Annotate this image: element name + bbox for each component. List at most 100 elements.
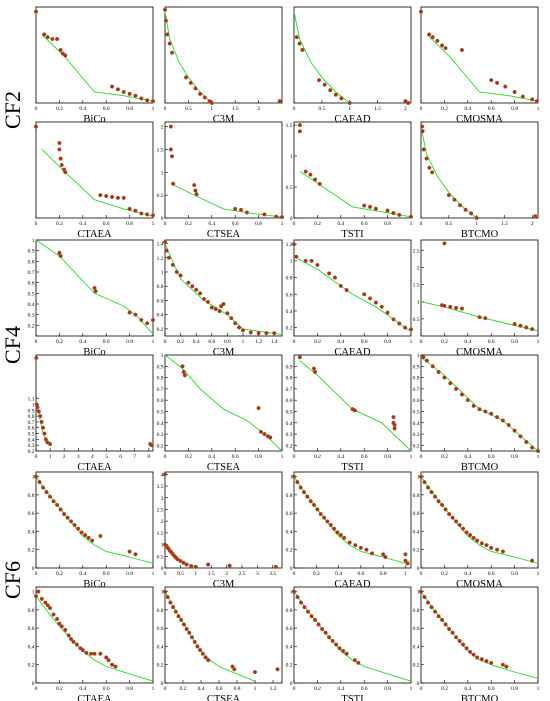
y-tick-label: 0.9 [28,249,35,255]
x-tick-label: 0.6 [488,571,495,577]
solution-point [244,210,249,215]
solution-point [83,533,88,538]
y-tick-label: 0.3 [157,432,164,438]
solution-point [182,373,187,378]
solution-point [442,375,447,380]
solution-point [40,485,46,490]
solution-point [373,300,378,305]
solution-point [294,254,299,259]
solution-point [461,526,466,531]
x-tick-label: 0.6 [208,339,215,345]
solution-point [320,627,325,632]
panel-frame [293,239,412,337]
solution-point [110,662,115,667]
x-tick-label: 0.6 [488,454,495,460]
solution-point [62,512,67,517]
panel-frame [164,6,283,104]
solution-point [332,526,337,531]
solution-point [504,664,509,669]
solution-point [162,7,168,12]
solution-point [403,552,408,557]
solution-point [279,215,285,220]
solution-point [344,288,349,293]
x-tick-label: 0.6 [103,339,110,345]
solution-point [512,428,517,433]
x-tick-label: 1 [281,221,284,227]
solution-point [256,406,261,411]
y-tick-label: 0 [417,681,420,687]
solution-point [35,405,40,410]
solution-point [436,614,441,619]
solution-point [518,323,523,328]
solution-point [63,170,68,175]
solution-point [344,651,349,656]
x-tick-label: 1 [49,454,52,460]
y-tick-label: 0.8 [286,608,293,614]
solution-point [459,306,465,311]
solution-point [318,512,323,517]
solution-point [164,248,169,253]
solution-point [353,543,358,548]
solution-point [38,414,43,419]
y-tick-label: 0.2 [157,443,164,449]
x-tick-label: 1 [537,454,540,460]
solution-point [300,47,305,53]
solution-point [442,241,447,246]
y-tick-label: 2 [417,265,420,271]
solution-point [436,499,441,504]
x-tick-label: 1.2 [255,339,262,345]
solution-point [225,311,230,316]
solution-point [461,642,466,647]
panel-title: C3M [213,579,235,590]
x-tick-label: 0.4 [198,686,205,692]
solution-point [145,212,150,217]
y-tick-label: 0.2 [413,663,420,669]
solution-point [500,418,505,423]
panel-title: TSTI [341,462,364,473]
panel-5: 0 0.2 0.4 0.6 0.8 1 0 0.5 1 1.5 2 CTSEA [157,121,285,240]
solution-point [489,660,494,665]
solution-point [483,409,488,414]
solution-point [277,99,282,104]
x-tick-label: 0.8 [126,106,133,112]
solution-point [425,485,431,490]
y-tick-label: 0.6 [157,626,164,632]
panel-title: CTSEA [207,462,241,473]
solution-point [57,147,62,152]
y-tick-label: 0.5 [28,432,35,438]
solution-point [171,605,176,610]
solution-point [291,474,297,479]
x-tick-label: 0.4 [464,339,471,345]
y-tick-label: 0.3 [28,313,35,319]
x-tick-label: 0.4 [337,221,344,227]
panel-frame [164,354,283,452]
panel-20: 0 0.2 0.4 0.6 0.8 1 0 0.2 0.4 0.6 0.8 1 CTAEA [28,586,155,701]
solution-point [298,485,303,490]
y-tick-label: 0 [290,566,293,572]
x-tick-label: 0 [164,571,167,577]
y-tick-label: 0.6 [286,626,293,632]
solution-point [362,203,367,208]
solution-point [512,321,517,327]
solution-point [533,214,538,219]
y-tick-label: 0.8 [28,608,35,614]
x-tick-label: 0 [293,454,296,460]
solution-point [145,321,150,326]
x-tick-label: 0 [164,454,167,460]
solution-point [272,331,277,336]
solution-point [37,480,42,485]
solution-point [240,328,246,333]
panel-title: CAEAD [334,579,371,590]
solution-point [202,95,207,100]
x-tick-label: 1 [152,686,155,692]
solution-point [418,9,424,14]
solution-point [383,554,388,560]
panel-title: CTAEA [77,229,112,240]
solution-point [168,124,173,129]
solution-point [127,206,132,211]
solution-point [262,212,267,217]
solution-point [317,181,322,186]
solution-point [362,292,367,297]
panel-title: CTAEA [77,694,112,701]
x-tick-label: 0.8 [255,454,262,460]
